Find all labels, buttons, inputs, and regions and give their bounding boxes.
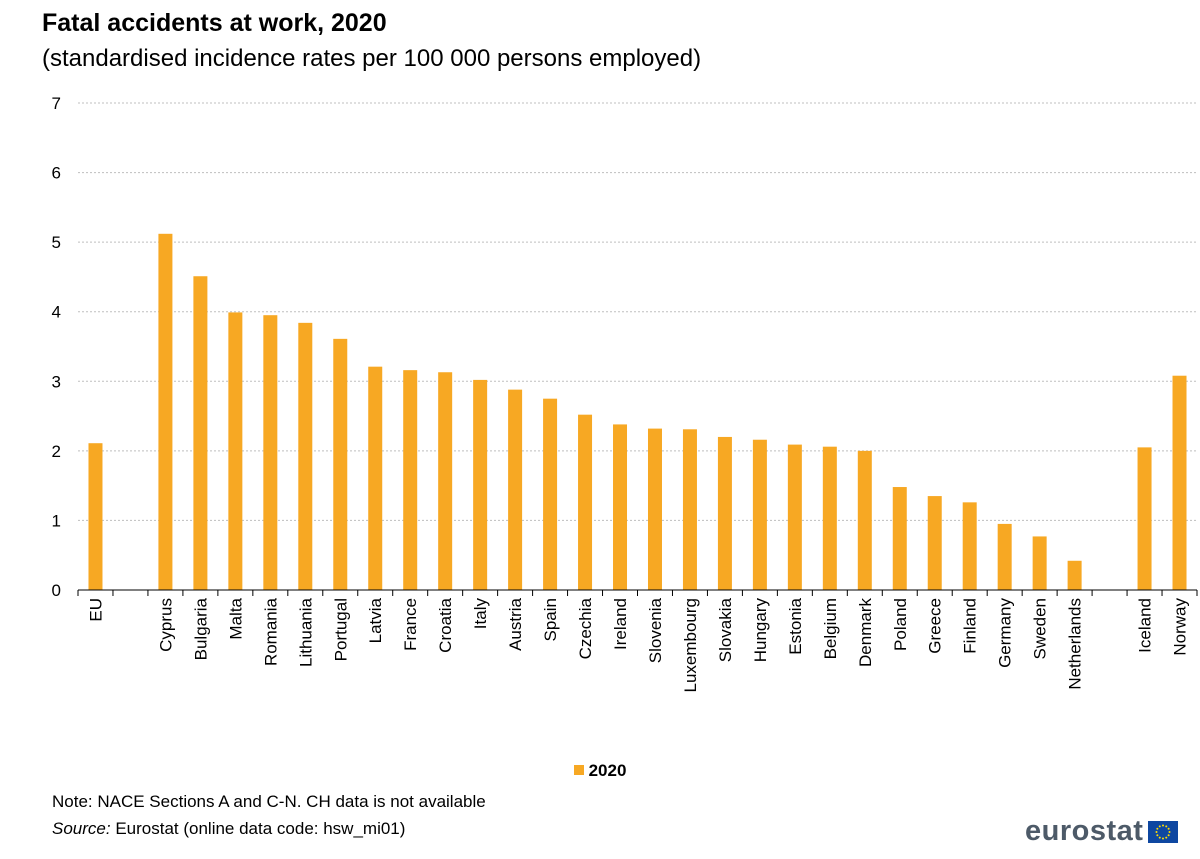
y-tick-label: 1 <box>52 511 61 530</box>
bar-hungary <box>752 439 767 590</box>
x-category-label: Germany <box>996 598 1015 668</box>
bar-austria <box>508 389 523 590</box>
bar-lithuania <box>298 322 313 590</box>
bars <box>88 233 1187 590</box>
y-tick-label: 2 <box>52 442 61 461</box>
y-tick-label: 5 <box>52 233 61 252</box>
legend-label: 2020 <box>588 761 627 780</box>
bar-iceland <box>1137 447 1152 590</box>
flag-star <box>1162 837 1165 839</box>
x-category-label: Slovakia <box>716 597 735 662</box>
bar-ireland <box>613 424 628 590</box>
bar-bulgaria <box>193 276 208 590</box>
bar-poland <box>892 487 907 590</box>
bar-italy <box>473 379 488 590</box>
chart-subtitle: (standardised incidence rates per 100 00… <box>42 45 702 72</box>
bar-czechia <box>578 414 593 590</box>
x-axis <box>77 589 1198 596</box>
source-label: Source: <box>52 819 111 838</box>
bar-denmark <box>857 450 872 590</box>
bar-spain <box>543 398 558 590</box>
bar-eu <box>88 443 103 590</box>
flag-star <box>1168 833 1171 836</box>
x-category-label: Portugal <box>331 598 350 661</box>
x-category-label: Cyprus <box>156 598 175 652</box>
bar-greece <box>927 496 942 590</box>
y-tick-label: 6 <box>52 164 61 183</box>
bar-sweden <box>1032 536 1047 590</box>
logo-text: eurostat <box>1025 815 1144 847</box>
note-text: Note: NACE Sections A and C-N. CH data i… <box>52 792 486 811</box>
bar-malta <box>228 312 243 590</box>
x-category-label: Czechia <box>576 597 595 659</box>
x-category-label: Iceland <box>1136 598 1155 653</box>
source-text: Eurostat (online data code: hsw_mi01) <box>110 819 406 838</box>
bar-germany <box>997 523 1012 590</box>
x-category-label: Romania <box>261 597 280 666</box>
chart-title: Fatal accidents at work, 2020 <box>42 9 387 37</box>
bar-luxembourg <box>682 429 697 590</box>
flag-star <box>1168 830 1171 833</box>
flag-star <box>1156 827 1159 830</box>
y-axis-tick-labels: 0 1 2 3 4 5 6 7 <box>52 94 61 600</box>
flag-star <box>1159 824 1162 827</box>
flag-star <box>1156 833 1159 836</box>
x-category-label: Austria <box>506 597 525 650</box>
x-category-label: Sweden <box>1031 598 1050 659</box>
bar-cyprus <box>158 233 173 590</box>
x-category-label: Denmark <box>856 598 875 667</box>
x-category-label: EU <box>86 598 105 622</box>
x-category-label: Slovenia <box>646 597 665 663</box>
bar-estonia <box>787 444 802 590</box>
x-category-label: Norway <box>1171 598 1190 656</box>
flag-star <box>1155 830 1158 833</box>
x-category-label: Finland <box>961 598 980 654</box>
bar-romania <box>263 315 278 590</box>
x-category-label: Malta <box>226 597 245 639</box>
bar-croatia <box>438 372 453 590</box>
flag-star <box>1165 824 1168 827</box>
flag-star <box>1168 827 1171 830</box>
y-tick-label: 7 <box>52 94 61 113</box>
x-category-label: Ireland <box>611 598 630 650</box>
y-tick-label: 4 <box>52 303 61 322</box>
x-category-label: Spain <box>541 598 560 641</box>
source-line: Source: Eurostat (online data code: hsw_… <box>52 819 405 839</box>
x-category-label: Lithuania <box>296 597 315 667</box>
y-tick-label: 3 <box>52 372 61 391</box>
bar-belgium <box>822 446 837 590</box>
bar-norway <box>1172 375 1187 590</box>
x-category-label: Netherlands <box>1066 598 1085 690</box>
x-category-label: Hungary <box>751 598 770 663</box>
eu-flag-icon <box>1148 820 1179 843</box>
flag-star <box>1159 836 1162 839</box>
x-category-label: Luxembourg <box>681 598 700 693</box>
x-category-label: Croatia <box>436 597 455 652</box>
flag-star <box>1162 824 1165 826</box>
x-category-label: Italy <box>471 598 490 630</box>
bar-slovenia <box>647 428 662 590</box>
x-category-label: Estonia <box>786 597 805 654</box>
bar-finland <box>962 502 977 590</box>
bar-netherlands <box>1067 560 1082 590</box>
bar-slovakia <box>717 436 732 590</box>
flag-star <box>1165 836 1168 839</box>
legend: 2020 <box>0 761 1200 781</box>
bar-portugal <box>333 338 348 590</box>
x-category-label: Bulgaria <box>191 597 210 660</box>
x-category-label: Latvia <box>366 597 385 643</box>
x-axis-category-labels: EU Cyprus Bulgaria Malta Romania Lithuania Por… <box>86 597 1189 692</box>
y-tick-label: 0 <box>52 581 61 600</box>
x-category-label: Greece <box>926 598 945 654</box>
x-category-label: Belgium <box>821 598 840 659</box>
eurostat-logo: eurostat <box>1025 815 1179 848</box>
legend-swatch <box>573 765 584 775</box>
x-category-label: Poland <box>891 598 910 651</box>
gridlines <box>78 102 1197 521</box>
bar-france <box>403 370 418 590</box>
bar-latvia <box>368 366 383 590</box>
x-category-label: France <box>401 598 420 651</box>
